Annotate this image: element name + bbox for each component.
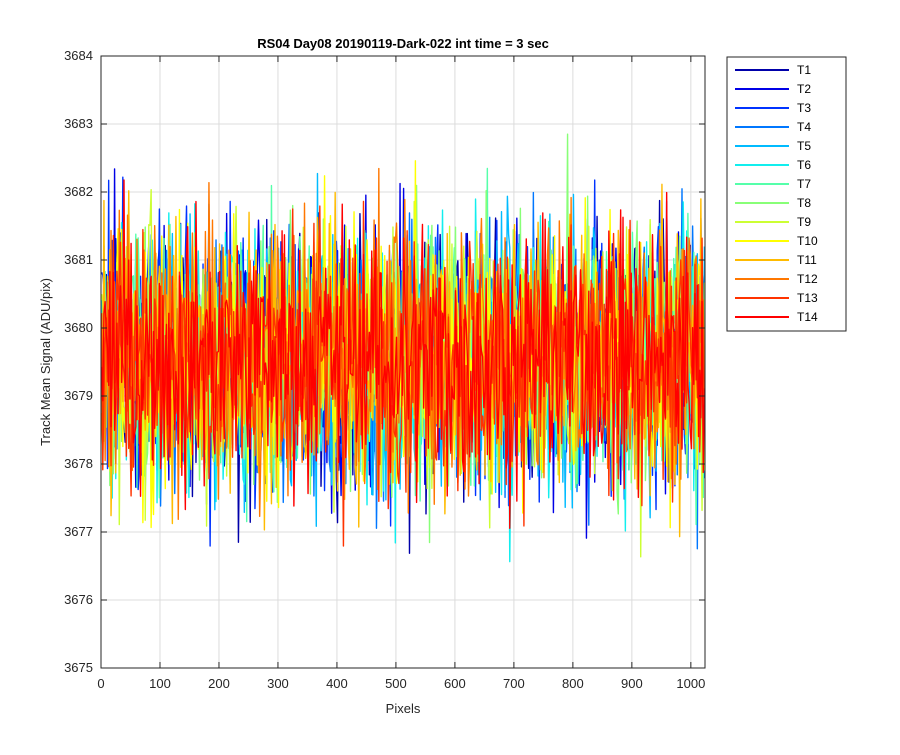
legend-label: T9 — [797, 215, 811, 229]
x-tick-label: 500 — [385, 676, 407, 691]
y-axis-label: Track Mean Signal (ADU/pix) — [38, 278, 53, 446]
series-layer — [100, 133, 706, 563]
x-tick-label: 800 — [562, 676, 584, 691]
chart-title: RS04 Day08 20190119-Dark-022 int time = … — [257, 36, 549, 51]
x-tick-label: 900 — [621, 676, 643, 691]
legend-label: T12 — [797, 272, 818, 286]
x-tick-label: 300 — [267, 676, 289, 691]
legend-label: T13 — [797, 291, 818, 305]
y-tick-label: 3676 — [64, 592, 93, 607]
x-tick-label: 100 — [149, 676, 171, 691]
legend-label: T11 — [797, 253, 817, 267]
y-tick-label: 3682 — [64, 184, 93, 199]
legend: T1 T2 T3 T4 T5 T6 T7 T8 T9 T10 T11 T12 T13 T14 — [726, 56, 847, 332]
y-tick-label: 3681 — [64, 252, 93, 267]
x-tick-label: 0 — [97, 676, 104, 691]
plot-frame — [100, 55, 706, 669]
legend-label: T1 — [797, 63, 811, 77]
x-tick-label: 700 — [503, 676, 525, 691]
ticks: 0 100 200 300 400 500 600 700 800 900 1000 3675 3676… — [64, 48, 705, 691]
y-tick-label: 3683 — [64, 116, 93, 131]
x-axis-label: Pixels — [386, 701, 421, 716]
x-tick-label: 200 — [208, 676, 230, 691]
legend-label: T6 — [797, 158, 811, 172]
series-line-t14 — [100, 179, 706, 529]
legend-label: T2 — [797, 82, 811, 96]
legend-box — [726, 56, 847, 332]
legend-label: T5 — [797, 139, 811, 153]
legend-label: T4 — [797, 120, 811, 134]
x-tick-label: 600 — [444, 676, 466, 691]
legend-label: T10 — [797, 234, 818, 248]
y-tick-label: 3675 — [64, 660, 93, 675]
y-tick-label: 3677 — [64, 524, 93, 539]
y-tick-label: 3684 — [64, 48, 93, 63]
y-tick-label: 3678 — [64, 456, 93, 471]
x-tick-label: 1000 — [676, 676, 705, 691]
legend-label: T3 — [797, 101, 811, 115]
legend-label: T14 — [797, 310, 818, 324]
y-tick-label: 3680 — [64, 320, 93, 335]
y-tick-label: 3679 — [64, 388, 93, 403]
legend-label: T7 — [797, 177, 811, 191]
legend-label: T8 — [797, 196, 811, 210]
x-tick-label: 400 — [326, 676, 348, 691]
